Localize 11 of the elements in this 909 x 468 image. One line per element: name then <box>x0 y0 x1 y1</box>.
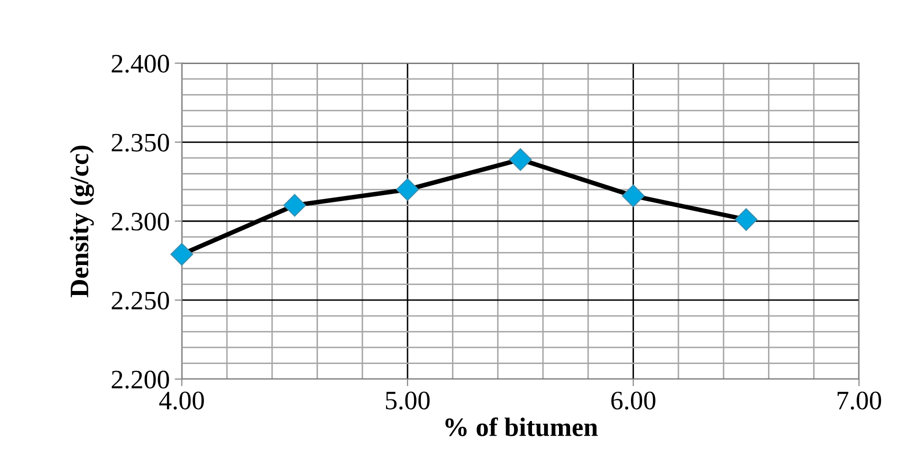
y-tick-label: 2.400 <box>112 54 169 73</box>
y-axis-title: Density (g/cc) <box>70 146 94 298</box>
y-tick-label: 2.300 <box>112 212 169 231</box>
x-tick-label: 5.00 <box>386 392 430 410</box>
y-tick-label: 2.250 <box>112 292 169 310</box>
x-tick-label: 7.00 <box>838 392 882 410</box>
y-tick-label: 2.200 <box>112 370 169 389</box>
x-tick-label: 4.00 <box>159 392 204 410</box>
x-tick-label: 6.00 <box>611 392 656 410</box>
x-axis-title: % of bitumen <box>445 417 598 436</box>
y-tick-label: 2.350 <box>112 134 169 152</box>
